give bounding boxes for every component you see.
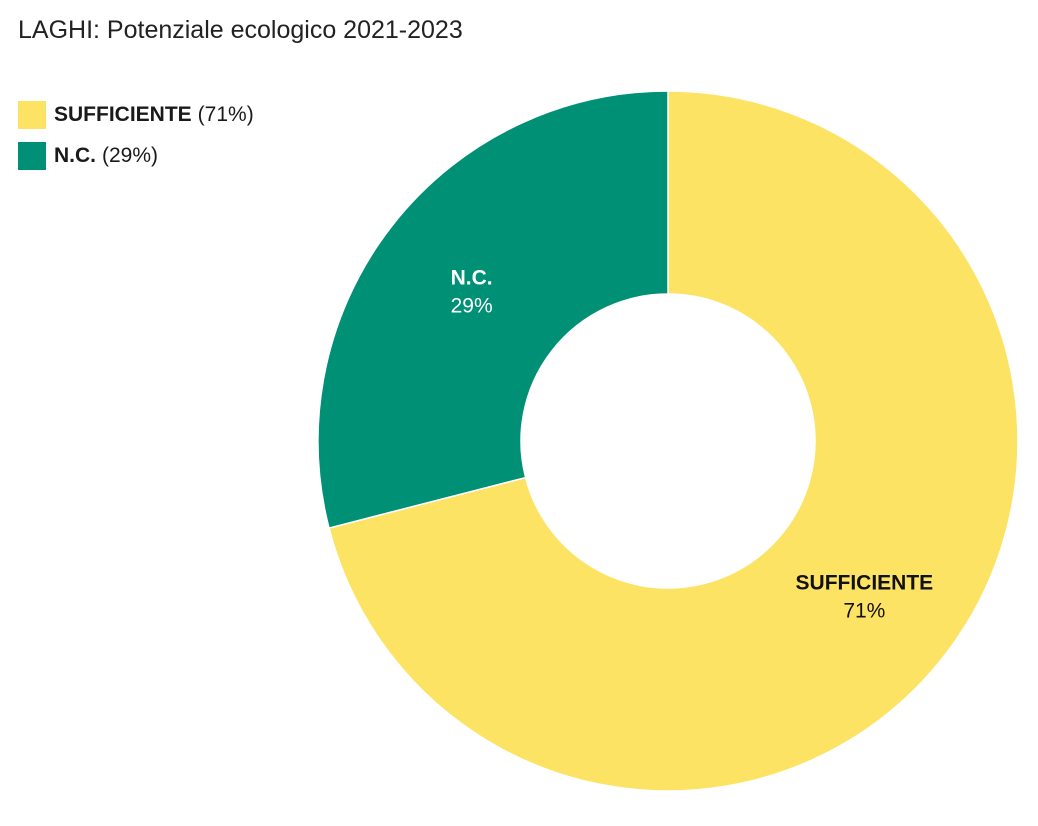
legend-item-nc[interactable]: N.C. (29%) [18, 142, 254, 170]
legend-label-nc: N.C. [54, 144, 96, 167]
legend-item-sufficiente[interactable]: SUFFICIENTE (71%) [18, 101, 254, 129]
legend: SUFFICIENTE (71%) N.C. (29%) [18, 101, 254, 183]
slice-pct-nc: 29% [451, 295, 493, 318]
slice-pct-sufficiente: 71% [843, 599, 885, 622]
slice-label-nc: N.C. [451, 267, 493, 290]
slice-nc[interactable] [317, 90, 669, 529]
legend-pct-nc: (29%) [102, 144, 159, 167]
legend-swatch-nc [18, 142, 46, 170]
slice-label-sufficiente: SUFFICIENTE [796, 571, 934, 594]
slice-sufficiente[interactable] [328, 90, 1019, 792]
legend-swatch-sufficiente [18, 101, 46, 129]
chart-title: LAGHI: Potenziale ecologico 2021-2023 [18, 16, 463, 44]
legend-pct-sufficiente: (71%) [197, 103, 254, 126]
legend-label-sufficiente: SUFFICIENTE [54, 103, 192, 126]
